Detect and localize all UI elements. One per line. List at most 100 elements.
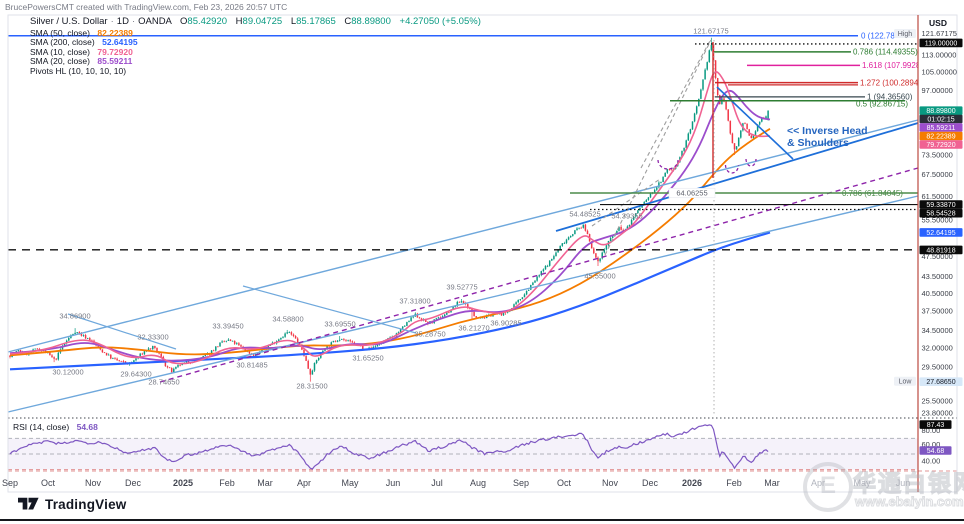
rsi-pane[interactable] [8,418,918,471]
vertical-lines [712,40,715,416]
legend-sma50[interactable]: SMA (50, close) 82.22389 [30,28,133,38]
pivot-labels: 34.86900 30.12000 32.33300 29.6430028.74650… [52,27,728,391]
sma200-value: 52.64195 [102,37,138,47]
price-badge [919,106,963,115]
svg-text:40.50000: 40.50000 [922,289,953,298]
svg-text:29.50000: 29.50000 [922,362,953,371]
price-badge [919,114,963,124]
svg-text:Oct: Oct [41,478,56,488]
svg-text:43.50000: 43.50000 [922,272,953,281]
svg-text:Apr: Apr [811,478,825,488]
close-value: 88.89800 [351,16,391,27]
svg-text:0.5 (92.86715): 0.5 (92.86715) [856,100,908,109]
svg-text:Jul: Jul [431,478,443,488]
svg-text:39.52775: 39.52775 [446,283,477,292]
ihs-line1: << Inverse Head [787,125,868,137]
tradingview-logo-icon [18,497,39,510]
sma-50-line [9,128,771,357]
svg-text:Feb: Feb [726,478,742,488]
svg-text:73.50000: 73.50000 [922,150,953,159]
svg-text:May: May [341,478,359,488]
svg-text:Jun: Jun [896,478,911,488]
svg-text:32.00000: 32.00000 [922,344,953,353]
price-badge [919,208,963,218]
svg-text:29.64300: 29.64300 [120,370,151,379]
svg-text:30.12000: 30.12000 [52,368,83,377]
separator-dot: · [110,16,114,27]
svg-text:1.618 (107.99282): 1.618 (107.99282) [862,61,928,70]
svg-text:59.33870: 59.33870 [926,202,955,209]
svg-text:55.50000: 55.50000 [922,216,953,225]
svg-text:58.54528: 58.54528 [926,211,955,218]
legend-pivots[interactable]: Pivots HL (10, 10, 10, 10) [30,66,126,76]
exchange-label: OANDA [138,16,172,27]
sma-10-line [9,71,771,365]
svg-text:Nov: Nov [602,478,619,488]
svg-text:88.89800: 88.89800 [926,108,955,115]
change-value: +4.27050 (+5.05%) [399,16,481,27]
legend-sma20[interactable]: SMA (20, close) 85.59211 [30,56,132,66]
pivots-label: Pivots HL (10, 10, 10, 10) [30,65,127,76]
fib-labels: 0 (122.78 0.786 (114.49355) 1.618 (107.992… [842,32,928,199]
price-badge [919,131,963,141]
svg-text:67.50000: 67.50000 [922,170,953,179]
svg-text:105.00000: 105.00000 [922,68,957,77]
tradingview-logo-text: TradingView [45,496,127,512]
svg-text:61.50000: 61.50000 [922,192,953,201]
trendline-drawings [7,38,919,413]
legend-sma200[interactable]: SMA (200, close) 52.64195 [30,37,138,47]
main-chart-pane[interactable] [8,15,918,418]
svg-text:36.21270: 36.21270 [458,324,489,333]
svg-text:Mar: Mar [764,478,780,488]
svg-text:Mar: Mar [257,478,273,488]
legend-rsi[interactable]: RSI (14, close) 54.68 [13,422,98,432]
sma10-value: 79.72920 [97,46,133,57]
time-axis[interactable] [8,472,918,492]
rsi-indicator [8,424,957,471]
svg-text:52.64195: 52.64195 [926,230,955,237]
symbol-legend-row[interactable]: Silver / U.S. Dollar · 1D · OANDA O85.42920 … [30,16,481,27]
svg-text:1 (94.36560): 1 (94.36560) [867,93,913,102]
svg-text:Apr: Apr [297,478,311,488]
svg-text:36.90285: 36.90285 [490,319,521,328]
svg-text:0 (122.78: 0 (122.78 [861,32,895,41]
ihs-line2: & Shoulders [787,136,849,149]
svg-text:USD: USD [929,18,947,28]
rsi-label: RSI (14, close) [13,422,70,432]
price-badge [919,245,963,255]
svg-text:82.22389: 82.22389 [926,133,955,140]
low-value: 85.17865 [296,16,336,27]
price-badge [919,377,963,386]
tradingview-logo[interactable]: TradingView [18,496,126,512]
svg-text:Dec: Dec [125,478,142,488]
svg-text:Feb: Feb [219,478,235,488]
legend-sma10[interactable]: SMA (10, close) 79.72920 [30,47,133,57]
svg-text:33.69550: 33.69550 [324,320,355,329]
svg-text:48.81918: 48.81918 [926,247,955,254]
level-price-chip: 64.06255 [668,187,716,199]
svg-text:40.00: 40.00 [922,457,941,466]
svg-text:47.50000: 47.50000 [922,252,953,261]
svg-text:32.33300: 32.33300 [137,333,168,342]
svg-text:2025: 2025 [173,478,193,488]
high-value: 89.04725 [242,16,283,27]
svg-text:35.28750: 35.28750 [414,330,445,339]
svg-text:Sep: Sep [513,478,529,488]
svg-text:25.50000: 25.50000 [922,396,953,405]
separator-dot: · [131,16,136,27]
svg-text:Dec: Dec [642,478,659,488]
svg-text:80.00: 80.00 [922,426,941,435]
svg-text:54.39355: 54.39355 [611,212,642,221]
price-badge [919,228,963,237]
bottom-border-line [0,519,964,521]
svg-text:85.59211: 85.59211 [927,125,956,132]
svg-text:60.00: 60.00 [922,440,941,449]
close-label: C [344,16,352,27]
sma200-label: SMA (200, close) [30,37,95,47]
rsi-value: 54.68 [76,422,98,432]
svg-text:54.48525: 54.48525 [569,210,600,219]
svg-text:54.68: 54.68 [927,448,945,455]
symbol-name: Silver / U.S. Dollar [30,16,108,27]
